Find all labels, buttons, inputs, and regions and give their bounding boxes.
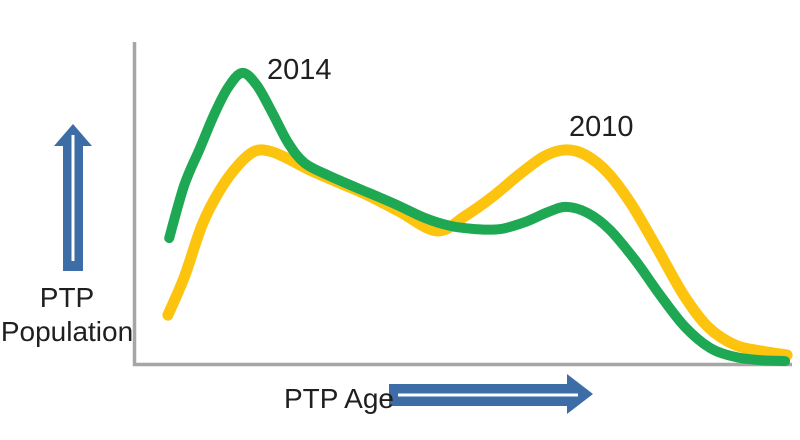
series-label-2010: 2010 <box>569 111 634 143</box>
y-axis-label: PTP Population <box>0 282 134 347</box>
series-label-2014: 2014 <box>267 54 332 86</box>
x-axis-right-arrow-icon <box>389 374 593 414</box>
y-axis-up-arrow-icon <box>54 124 92 271</box>
curve-2010 <box>162 144 793 361</box>
curve-2014 <box>164 67 791 367</box>
x-axis-label: PTP Age <box>284 383 395 414</box>
